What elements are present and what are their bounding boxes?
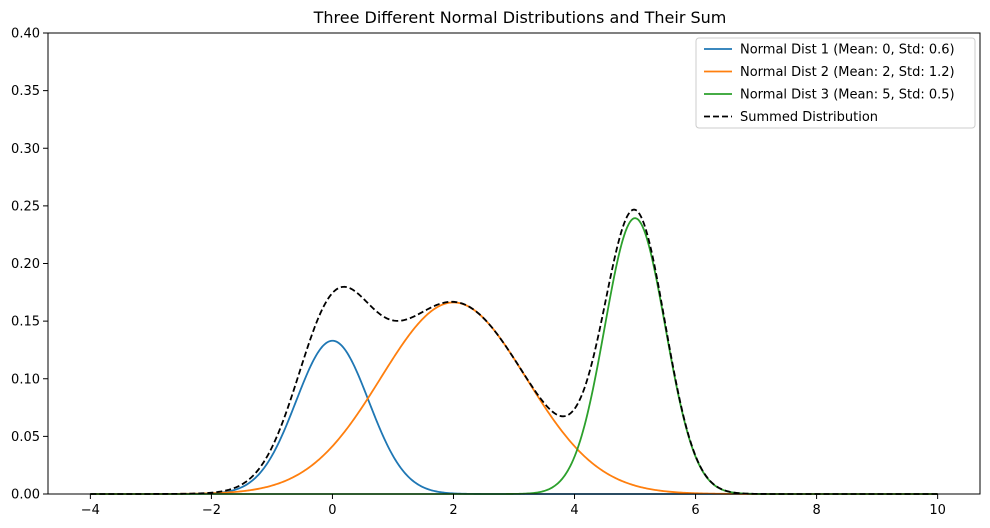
x-tick-label: 0 [328,503,336,518]
y-tick-label: 0.00 [11,488,40,503]
legend-label-3: Normal Dist 3 (Mean: 5, Std: 0.5) [740,88,955,103]
y-axis: 0.00 0.05 0.10 0.15 0.20 0.25 0.30 0.35 0.40 [11,27,48,503]
x-tick-label: 2 [449,503,457,518]
y-tick-label: 0.20 [11,257,40,272]
x-tick-label: −2 [202,503,221,518]
chart-title: Three Different Normal Distributions and… [313,8,727,27]
x-tick-label: 6 [691,503,699,518]
legend-box [695,37,976,129]
legend: Normal Dist 1 (Mean: 0, Std: 0.6) Normal … [695,37,976,129]
legend-label-4: Summed Distribution [740,110,878,125]
y-tick-label: 0.25 [11,199,40,214]
y-tick-label: 0.05 [11,430,40,445]
x-tick-label: 10 [929,503,946,518]
legend-label-2: Normal Dist 2 (Mean: 2, Std: 1.2) [740,65,955,80]
legend-label-1: Normal Dist 1 (Mean: 0, Std: 0.6) [740,43,955,58]
x-axis: −4 −2 0 2 4 6 8 10 [81,494,946,518]
y-tick-label: 0.40 [11,27,40,42]
y-tick-label: 0.30 [11,142,40,157]
y-tick-label: 0.35 [11,84,40,99]
x-tick-label: −4 [81,503,100,518]
x-tick-label: 4 [570,503,578,518]
y-tick-label: 0.10 [11,372,40,387]
x-tick-label: 8 [812,503,820,518]
y-tick-label: 0.15 [11,315,40,330]
